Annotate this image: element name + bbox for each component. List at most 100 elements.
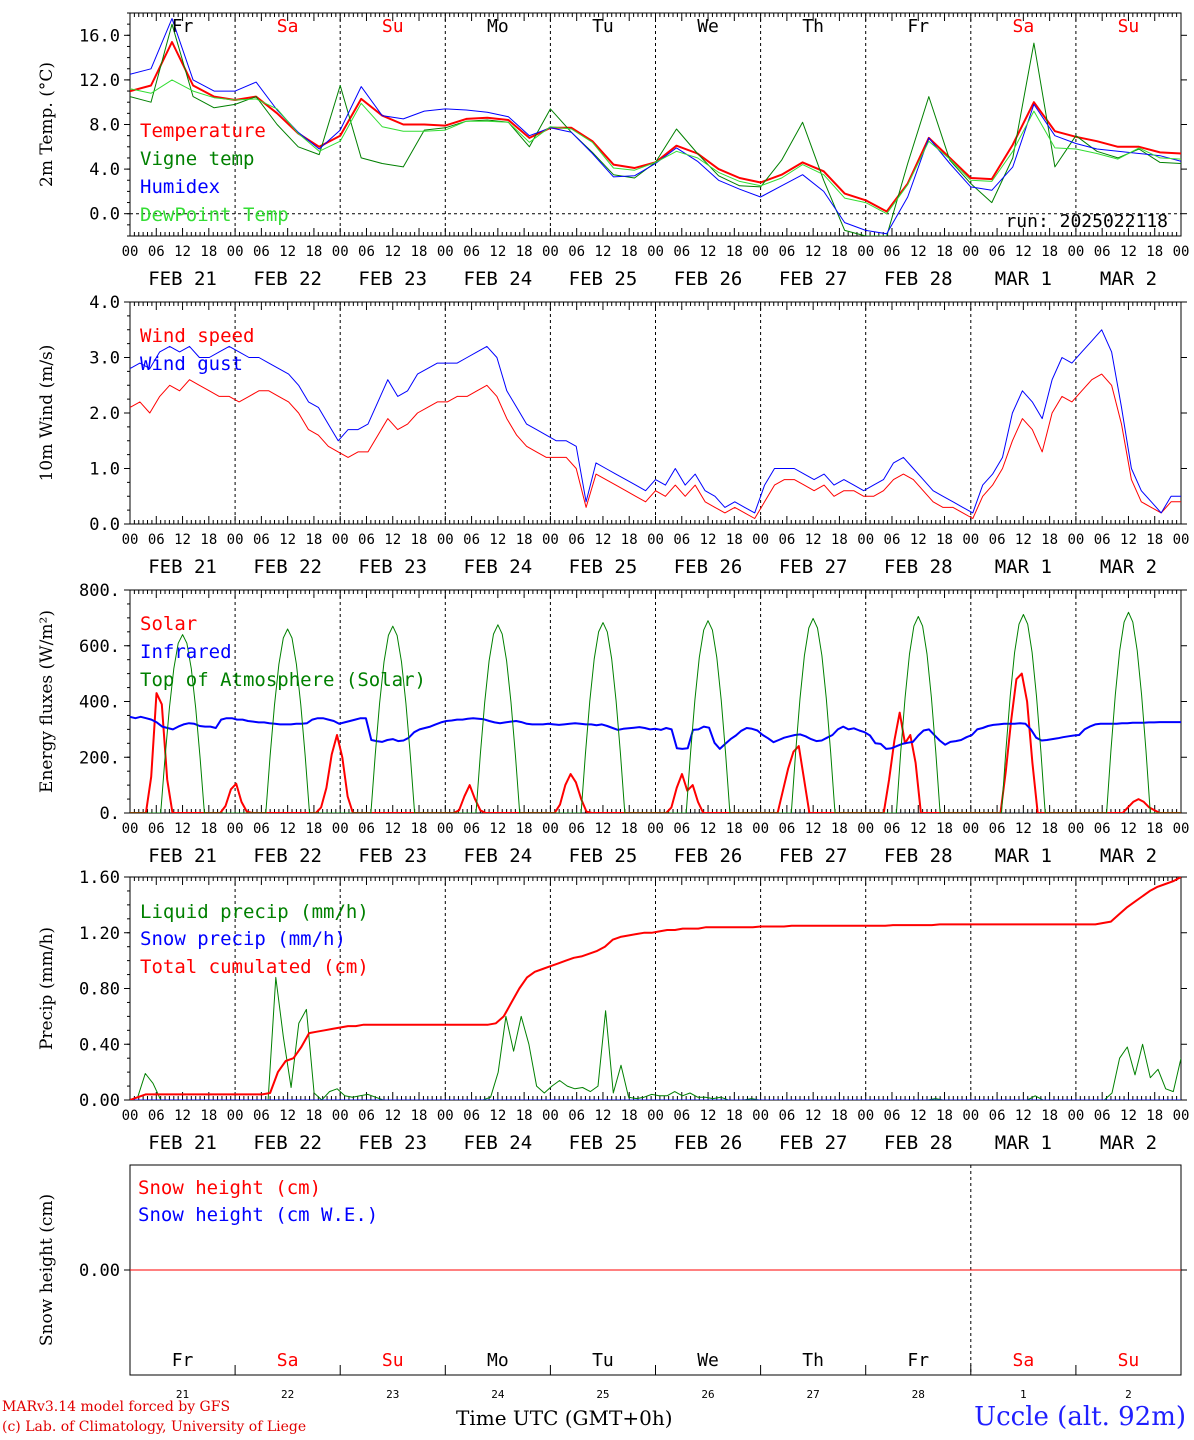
date-label: FEB 25	[569, 268, 638, 290]
hour-tick-label: 18	[200, 532, 217, 548]
hour-tick-label: 00	[122, 532, 139, 548]
hour-tick-label: 12	[174, 821, 191, 837]
hour-tick-label: 06	[568, 1108, 585, 1124]
hour-tick-label: 18	[831, 1108, 848, 1124]
y-tick-label: 0.	[100, 804, 120, 824]
hour-tick-label: 00	[1067, 1108, 1084, 1124]
day-name: Th	[802, 16, 824, 37]
date-label: FEB 24	[464, 1132, 533, 1154]
time-axis-title: Time UTC (GMT+0h)	[456, 1406, 673, 1430]
date-label: FEB 25	[569, 556, 638, 578]
hour-tick-label: 06	[148, 821, 165, 837]
hour-tick-label: 18	[200, 244, 217, 260]
hour-tick-label: 06	[253, 244, 270, 260]
hour-tick-label: 12	[910, 532, 927, 548]
hour-tick-label: 06	[148, 1108, 165, 1124]
y-tick-label: 0.80	[79, 980, 120, 1000]
hour-tick-label: 18	[621, 244, 638, 260]
hour-tick-label: 18	[516, 244, 533, 260]
panel-1: 0.0 4.0 8.0 12.0 16.0 2m Temp. (°C) Temperatur…	[37, 12, 1189, 290]
date-label: FEB 24	[464, 556, 533, 578]
hour-tick-label: 12	[279, 1108, 296, 1124]
hour-tick-label: 00	[122, 821, 139, 837]
hour-tick-label: 18	[1146, 244, 1163, 260]
series-line-wind-speed	[130, 373, 1181, 519]
hour-tick-label: 00	[437, 1108, 454, 1124]
lab-credit: (c) Lab. of Climatology, University of L…	[2, 1419, 307, 1435]
y-tick-label: 4.0	[89, 293, 120, 313]
hour-tick-label: 18	[936, 1108, 953, 1124]
hour-tick-label: 18	[936, 821, 953, 837]
legend-entry: Wind gust	[140, 353, 243, 375]
y-tick-label: 12.0	[79, 71, 120, 91]
hour-tick-label: 06	[884, 532, 901, 548]
y-tick-label: 0.0	[89, 205, 120, 225]
day-name: Mo	[487, 1350, 509, 1371]
hour-tick-label: 18	[621, 1108, 638, 1124]
hour-tick-label: 00	[227, 1108, 244, 1124]
hour-tick-label: 12	[595, 821, 612, 837]
hour-tick-label: 12	[174, 532, 191, 548]
date-label: FEB 26	[674, 268, 743, 290]
hour-tick-label: 12	[1120, 821, 1137, 837]
hour-tick-label: 06	[673, 244, 690, 260]
hour-tick-label: 12	[384, 532, 401, 548]
hour-tick-label: 00	[857, 821, 874, 837]
date-label: MAR 2	[1100, 268, 1157, 290]
hour-tick-label: 18	[936, 244, 953, 260]
hour-tick-label: 18	[621, 821, 638, 837]
hour-tick-label: 06	[463, 532, 480, 548]
hour-tick-label: 12	[1015, 1108, 1032, 1124]
hour-tick-label: 00	[962, 821, 979, 837]
panel-3: 0. 200. 400. 600. 800. Energy fluxes (W/m²) So…	[37, 581, 1189, 867]
hour-tick-label: 00	[752, 821, 769, 837]
day-name: We	[697, 16, 719, 37]
hour-tick-label: 06	[253, 821, 270, 837]
hour-tick-label: 12	[384, 821, 401, 837]
hour-tick-label: 12	[1120, 1108, 1137, 1124]
hour-tick-label: 12	[700, 821, 717, 837]
hour-tick-label: 00	[857, 1108, 874, 1124]
day-name: Sa	[277, 1350, 299, 1371]
date-label: FEB 22	[253, 556, 322, 578]
day-name: Sa	[1013, 16, 1035, 37]
day-number: 23	[386, 1388, 399, 1401]
model-credit: MARv3.14 model forced by GFS	[2, 1399, 231, 1415]
hour-tick-label: 12	[489, 821, 506, 837]
hour-tick-label: 06	[358, 532, 375, 548]
hour-tick-label: 06	[253, 532, 270, 548]
hour-tick-label: 12	[1120, 532, 1137, 548]
hour-tick-label: 00	[1173, 532, 1190, 548]
date-label: MAR 2	[1100, 556, 1157, 578]
hour-tick-label: 06	[989, 532, 1006, 548]
date-label: FEB 27	[779, 268, 848, 290]
date-label: MAR 1	[995, 268, 1052, 290]
hour-tick-label: 06	[989, 821, 1006, 837]
hour-tick-label: 06	[358, 244, 375, 260]
hour-tick-label: 06	[778, 1108, 795, 1124]
hour-tick-label: 12	[805, 821, 822, 837]
hour-tick-label: 18	[1041, 244, 1058, 260]
hour-tick-label: 00	[752, 532, 769, 548]
hour-tick-label: 12	[384, 1108, 401, 1124]
y-tick-label: 0.00	[79, 1091, 120, 1111]
hour-tick-label: 00	[437, 532, 454, 548]
hour-tick-label: 06	[673, 1108, 690, 1124]
hour-tick-label: 18	[1041, 532, 1058, 548]
hour-tick-label: 00	[647, 532, 664, 548]
hour-tick-label: 18	[305, 244, 322, 260]
day-name: Su	[1118, 1350, 1140, 1371]
date-label: FEB 25	[569, 845, 638, 867]
hour-tick-label: 00	[1173, 1108, 1190, 1124]
legend-entry: DewPoint Temp	[140, 204, 289, 226]
date-label: FEB 27	[779, 1132, 848, 1154]
hour-tick-label: 00	[752, 1108, 769, 1124]
hour-tick-label: 18	[305, 821, 322, 837]
hour-tick-label: 00	[332, 532, 349, 548]
hour-tick-label: 12	[595, 1108, 612, 1124]
day-number: 27	[807, 1388, 820, 1401]
hour-tick-label: 12	[489, 532, 506, 548]
day-name: Su	[382, 16, 404, 37]
date-label: FEB 28	[884, 845, 953, 867]
